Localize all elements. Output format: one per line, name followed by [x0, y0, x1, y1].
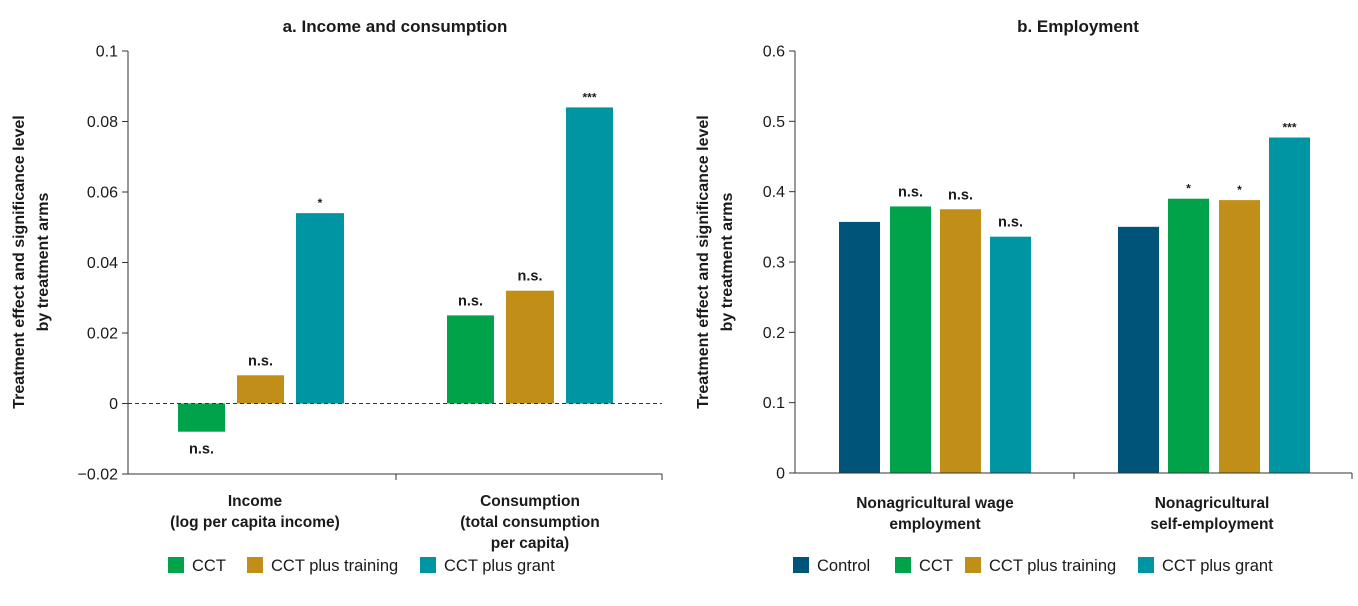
category-label: Consumption (total consumption per capita) — [460, 493, 600, 552]
legend-swatch — [247, 557, 263, 573]
bar — [506, 290, 554, 404]
y-axis-label-line-2: by treatment arms — [719, 193, 736, 332]
legend-swatch — [895, 557, 911, 573]
bars: n.s. * n.s. * n.s. *** — [839, 121, 1310, 474]
y-axis-label-line-1: Treatment effect and significance level — [11, 115, 28, 408]
y-tick-label: 0.08 — [87, 114, 118, 131]
category-label: Nonagricultural wage employment — [856, 495, 1014, 533]
category-label: Income (log per capita income) — [170, 493, 340, 531]
y-tick-label: 0.06 — [87, 185, 118, 202]
bar — [1269, 137, 1310, 473]
y-axis: 0 0.1 0.2 0.3 0.4 0.5 0.6 — [763, 44, 796, 483]
legend-swatch — [793, 557, 809, 573]
legend-swatch — [420, 557, 436, 573]
y-tick-label: 0.04 — [87, 255, 118, 272]
y-tick-label: 0.6 — [763, 44, 785, 61]
y-tick-label: 0 — [109, 396, 118, 413]
bar — [237, 375, 284, 404]
category-label-line: per capita) — [491, 535, 569, 552]
y-tick-label: 0.02 — [87, 326, 118, 343]
legend-swatch — [965, 557, 981, 573]
chart-panel-employment: b. Employment Treatment effect and signi… — [695, 17, 1353, 575]
bar — [1168, 198, 1209, 473]
significance-label: *** — [1282, 121, 1296, 135]
bar — [178, 403, 225, 432]
bar — [447, 315, 494, 404]
significance-label: * — [1237, 183, 1242, 197]
bar — [1118, 226, 1159, 473]
bar — [1219, 200, 1260, 473]
bar — [990, 236, 1031, 473]
legend-swatch — [168, 557, 184, 573]
bar — [839, 221, 880, 473]
legend-swatch — [1138, 557, 1154, 573]
legend-label: CCT plus grant — [444, 557, 555, 575]
y-tick-label: 0 — [776, 466, 785, 483]
bars: n.s.n.s.n.s.n.s.**** — [128, 90, 662, 458]
category-label-line: Nonagricultural — [1155, 495, 1270, 512]
significance-label: n.s. — [898, 184, 923, 200]
significance-label: * — [318, 196, 323, 210]
y-tick-label: 0.2 — [763, 325, 785, 342]
legend-label: CCT plus training — [271, 557, 398, 575]
category-label-line: Consumption — [480, 493, 580, 510]
bar — [566, 107, 613, 404]
legend-label: CCT — [192, 557, 226, 575]
category-label-line: self-employment — [1150, 516, 1273, 533]
significance-label: n.s. — [458, 293, 483, 309]
category-label-line: employment — [889, 516, 980, 533]
bar — [296, 213, 344, 404]
legend-label: CCT plus training — [989, 557, 1116, 575]
y-tick-label: 0.1 — [96, 44, 118, 61]
legend: Control CCT CCT plus training CCT plus gran… — [793, 557, 1273, 575]
y-axis-label-line-1: Treatment effect and significance level — [695, 115, 712, 408]
legend: CCT CCT plus training CCT plus grant — [168, 557, 555, 575]
significance-label: *** — [582, 90, 596, 104]
x-axis: Nonagricultural wage employmentNonagricul… — [795, 472, 1353, 533]
category-label-line: (log per capita income) — [170, 514, 340, 531]
legend-label: Control — [817, 557, 870, 575]
category-label: Nonagricultural self-employment — [1150, 495, 1273, 533]
bar — [940, 209, 981, 473]
y-tick-label: 0.4 — [763, 184, 785, 201]
y-axis: −0.02 0 0.02 0.04 0.06 0.08 0.1 — [78, 44, 129, 484]
chart-title: b. Employment — [1017, 17, 1139, 36]
significance-label: * — [1186, 182, 1191, 196]
chart-panel-income-consumption: a. Income and consumption Treatment effe… — [11, 17, 663, 575]
significance-label: n.s. — [189, 442, 214, 458]
y-tick-label: 0.1 — [763, 395, 785, 412]
y-tick-label: −0.02 — [78, 467, 119, 484]
significance-label: n.s. — [518, 269, 543, 285]
y-axis-label-line-2: by treatment arms — [35, 193, 52, 332]
significance-label: n.s. — [998, 215, 1023, 231]
chart-title: a. Income and consumption — [283, 17, 508, 36]
category-label-line: Nonagricultural wage — [856, 495, 1014, 512]
y-tick-label: 0.5 — [763, 114, 785, 131]
y-tick-label: 0.3 — [763, 255, 785, 272]
legend-label: CCT — [919, 557, 953, 575]
x-axis: Income (log per capita income) Consumption… — [128, 473, 663, 552]
significance-label: n.s. — [248, 353, 273, 369]
significance-label: n.s. — [948, 187, 973, 203]
category-label-line: (total consumption — [460, 514, 600, 531]
bar — [890, 206, 931, 474]
legend-label: CCT plus grant — [1162, 557, 1273, 575]
category-label-line: Income — [228, 493, 283, 510]
